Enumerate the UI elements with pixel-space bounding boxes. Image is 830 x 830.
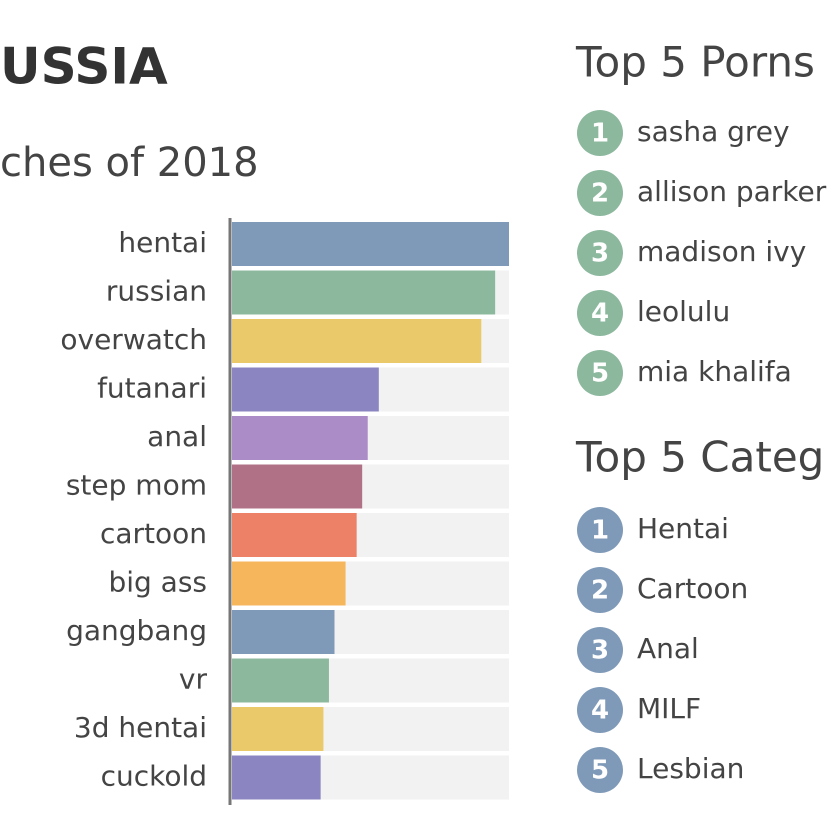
category-label: step mom [66,469,207,502]
rank-badge [577,747,623,793]
rank-badge [577,230,623,276]
bar [232,658,329,703]
rank-badge [577,350,623,396]
bar [232,416,368,460]
list-item: allison parker [637,175,827,208]
list-item: Hentai [637,512,729,545]
category-label: cartoon [100,517,207,550]
list-item: Cartoon [637,572,748,605]
category-label: big ass [108,566,207,599]
list-title: Top 5 Porns [575,38,815,87]
list-item: MILF [637,692,701,725]
bar [232,513,357,557]
bar [232,222,509,266]
bar [232,610,335,654]
bar [232,270,496,315]
rank-number: 3 [591,636,609,666]
rank-number: 4 [591,299,609,329]
rank-badge [577,687,623,733]
list-item: madison ivy [637,235,806,268]
category-label: cuckold [101,760,207,793]
list-item: sasha grey [637,115,790,148]
rank-number: 5 [591,756,609,786]
rank-badge [577,567,623,613]
list-item: leolulu [637,295,730,328]
bar [232,755,321,800]
chart-title: USSIA [0,38,168,96]
list-item: Anal [637,632,699,665]
rank-badge [577,290,623,336]
chart-subtitle: ches of 2018 [0,140,259,186]
rank-badge [577,110,623,156]
bar [232,367,379,412]
category-label: vr [179,663,208,696]
list-title: Top 5 Categ [575,433,824,482]
list-item: Lesbian [637,752,744,785]
rank-number: 1 [591,119,609,149]
rank-number: 3 [591,239,609,269]
category-label: anal [147,420,207,453]
bar [232,319,482,363]
rank-number: 2 [591,179,609,209]
rank-number: 1 [591,516,609,546]
category-label: futanari [97,372,207,405]
rank-badge [577,507,623,553]
bar [232,464,363,509]
rank-badge [577,170,623,216]
category-label: 3d hentai [74,711,207,744]
category-label: russian [106,275,207,308]
rank-number: 4 [591,696,609,726]
list-item: mia khalifa [637,355,792,388]
bar [232,707,324,751]
category-label: gangbang [66,614,207,647]
rank-number: 5 [591,359,609,389]
category-label: hentai [118,226,207,259]
category-label: overwatch [60,323,207,356]
bar [232,561,346,606]
rank-badge [577,627,623,673]
rank-number: 2 [591,576,609,606]
